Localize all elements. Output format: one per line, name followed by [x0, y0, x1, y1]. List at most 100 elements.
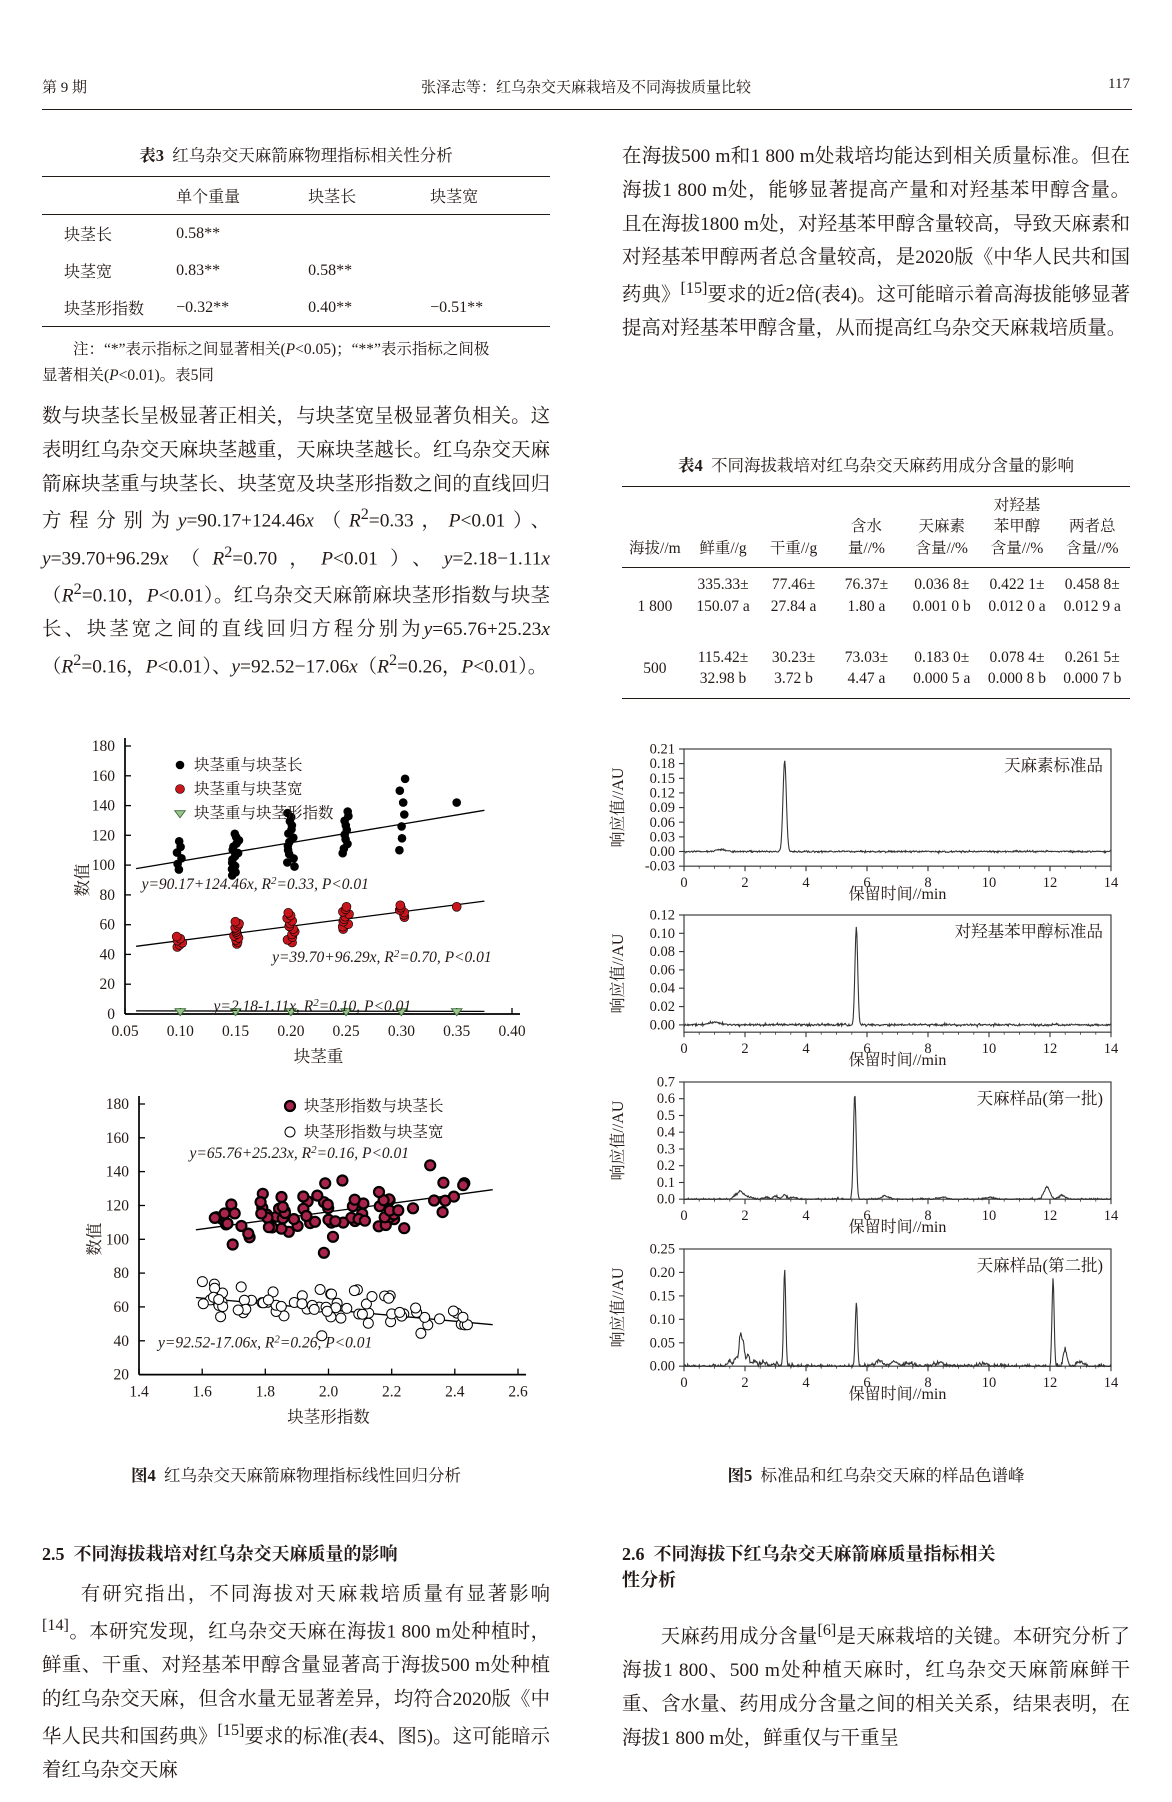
- svg-text:0.12: 0.12: [649, 785, 674, 801]
- svg-text:2.2: 2.2: [382, 1384, 401, 1401]
- svg-text:0.21: 0.21: [649, 743, 674, 757]
- svg-text:40: 40: [100, 946, 116, 963]
- svg-text:天麻样品(第二批): 天麻样品(第二批): [976, 1256, 1102, 1275]
- svg-text:响应值//AU: 响应值//AU: [609, 767, 627, 847]
- svg-text:2: 2: [741, 1375, 748, 1391]
- svg-text:y=2.18-1.11x, R2=0.10, P<0.01: y=2.18-1.11x, R2=0.10, P<0.01: [212, 997, 412, 1015]
- svg-text:0.12: 0.12: [649, 909, 674, 923]
- svg-text:0.30: 0.30: [388, 1023, 415, 1040]
- svg-text:4: 4: [802, 1042, 810, 1058]
- svg-text:0.6: 0.6: [656, 1091, 674, 1107]
- svg-text:20: 20: [100, 976, 116, 993]
- svg-text:180: 180: [106, 1096, 130, 1113]
- svg-text:0.2: 0.2: [656, 1158, 674, 1174]
- svg-text:0.05: 0.05: [111, 1023, 138, 1040]
- svg-text:0.08: 0.08: [649, 944, 674, 960]
- svg-text:40: 40: [114, 1333, 130, 1350]
- svg-text:0.18: 0.18: [649, 756, 674, 772]
- svg-text:14: 14: [1103, 875, 1118, 891]
- svg-text:块茎重与块茎宽: 块茎重与块茎宽: [194, 779, 303, 798]
- svg-text:0.20: 0.20: [277, 1023, 304, 1040]
- svg-text:160: 160: [106, 1130, 130, 1147]
- svg-text:60: 60: [100, 917, 116, 934]
- svg-text:12: 12: [1042, 1208, 1056, 1224]
- svg-text:y=92.52-17.06x, R2=0.26, P<0.0: y=92.52-17.06x, R2=0.26, P<0.01: [156, 1334, 372, 1352]
- svg-text:0: 0: [680, 1042, 687, 1058]
- svg-text:2.0: 2.0: [319, 1384, 339, 1401]
- svg-text:块茎重与块茎长: 块茎重与块茎长: [194, 755, 303, 774]
- svg-text:响应值//AU: 响应值//AU: [609, 1100, 627, 1180]
- svg-text:天麻样品(第一批): 天麻样品(第一批): [976, 1089, 1102, 1108]
- svg-text:0.00: 0.00: [649, 1018, 674, 1034]
- svg-text:0.15: 0.15: [222, 1023, 249, 1040]
- svg-text:0.35: 0.35: [443, 1023, 470, 1040]
- svg-text:14: 14: [1103, 1042, 1118, 1058]
- svg-text:块茎形指数: 块茎形指数: [287, 1408, 370, 1427]
- svg-text:1.8: 1.8: [256, 1384, 276, 1401]
- svg-text:10: 10: [981, 1375, 995, 1391]
- svg-text:0.15: 0.15: [649, 1288, 674, 1304]
- svg-text:2.6: 2.6: [508, 1384, 528, 1401]
- svg-text:2: 2: [741, 1208, 748, 1224]
- svg-text:0.09: 0.09: [649, 800, 674, 816]
- svg-text:块茎形指数与块茎宽: 块茎形指数与块茎宽: [304, 1122, 444, 1141]
- svg-text:响应值//AU: 响应值//AU: [609, 934, 627, 1014]
- svg-text:120: 120: [106, 1198, 130, 1215]
- svg-text:0.04: 0.04: [649, 981, 675, 997]
- svg-text:0.5: 0.5: [656, 1108, 674, 1124]
- svg-text:4: 4: [802, 875, 810, 891]
- svg-text:0: 0: [680, 1208, 687, 1224]
- svg-text:2: 2: [741, 875, 748, 891]
- svg-text:0.05: 0.05: [649, 1335, 674, 1351]
- svg-text:0.06: 0.06: [649, 815, 674, 831]
- svg-text:0.7: 0.7: [656, 1076, 674, 1090]
- svg-text:12: 12: [1042, 1042, 1056, 1058]
- svg-text:-0.03: -0.03: [644, 858, 674, 874]
- svg-text:4: 4: [802, 1208, 810, 1224]
- svg-text:0.06: 0.06: [649, 963, 674, 979]
- svg-text:0.3: 0.3: [656, 1141, 674, 1157]
- svg-text:10: 10: [981, 1208, 995, 1224]
- svg-text:140: 140: [92, 798, 116, 815]
- svg-text:0.02: 0.02: [649, 999, 674, 1015]
- svg-text:0.1: 0.1: [656, 1175, 674, 1191]
- svg-text:0.0: 0.0: [656, 1192, 674, 1208]
- svg-text:0.00: 0.00: [649, 844, 674, 860]
- svg-text:12: 12: [1042, 1375, 1056, 1391]
- svg-text:0.00: 0.00: [649, 1358, 674, 1374]
- svg-text:100: 100: [92, 857, 116, 874]
- svg-text:天麻素标准品: 天麻素标准品: [1004, 756, 1103, 775]
- svg-text:0.10: 0.10: [649, 1311, 674, 1327]
- svg-text:0.10: 0.10: [649, 926, 674, 942]
- svg-text:0.03: 0.03: [649, 829, 674, 845]
- svg-text:100: 100: [106, 1231, 130, 1248]
- svg-text:块茎重: 块茎重: [294, 1047, 344, 1066]
- svg-text:10: 10: [981, 875, 995, 891]
- svg-text:对羟基苯甲醇标准品: 对羟基苯甲醇标准品: [954, 922, 1102, 941]
- svg-text:20: 20: [114, 1367, 130, 1384]
- svg-text:0: 0: [680, 1375, 687, 1391]
- svg-text:4: 4: [802, 1375, 810, 1391]
- svg-text:12: 12: [1042, 875, 1056, 891]
- svg-text:0: 0: [107, 1006, 115, 1023]
- svg-text:0.25: 0.25: [333, 1023, 360, 1040]
- svg-text:180: 180: [92, 738, 116, 755]
- svg-text:0.4: 0.4: [656, 1125, 675, 1141]
- svg-text:80: 80: [114, 1265, 130, 1282]
- svg-text:0.15: 0.15: [649, 771, 674, 787]
- svg-text:保留时间//min: 保留时间//min: [848, 1218, 946, 1236]
- svg-text:0.20: 0.20: [649, 1264, 674, 1280]
- svg-text:y=39.70+96.29x, R2=0.70, P<0.0: y=39.70+96.29x, R2=0.70, P<0.01: [270, 948, 492, 966]
- svg-text:80: 80: [100, 887, 116, 904]
- svg-text:1.6: 1.6: [193, 1384, 213, 1401]
- svg-text:120: 120: [92, 827, 116, 844]
- svg-text:块茎形指数与块茎长: 块茎形指数与块茎长: [304, 1096, 444, 1115]
- svg-text:0: 0: [680, 875, 687, 891]
- svg-text:2.4: 2.4: [445, 1384, 465, 1401]
- svg-text:保留时间//min: 保留时间//min: [848, 1052, 946, 1070]
- svg-text:数值: 数值: [73, 863, 92, 897]
- svg-text:2: 2: [741, 1042, 748, 1058]
- svg-text:y=65.76+25.23x, R2=0.16, P<0.0: y=65.76+25.23x, R2=0.16, P<0.01: [188, 1144, 410, 1162]
- svg-text:140: 140: [106, 1164, 130, 1181]
- svg-text:块茎重与块茎形指数: 块茎重与块茎形指数: [194, 803, 334, 822]
